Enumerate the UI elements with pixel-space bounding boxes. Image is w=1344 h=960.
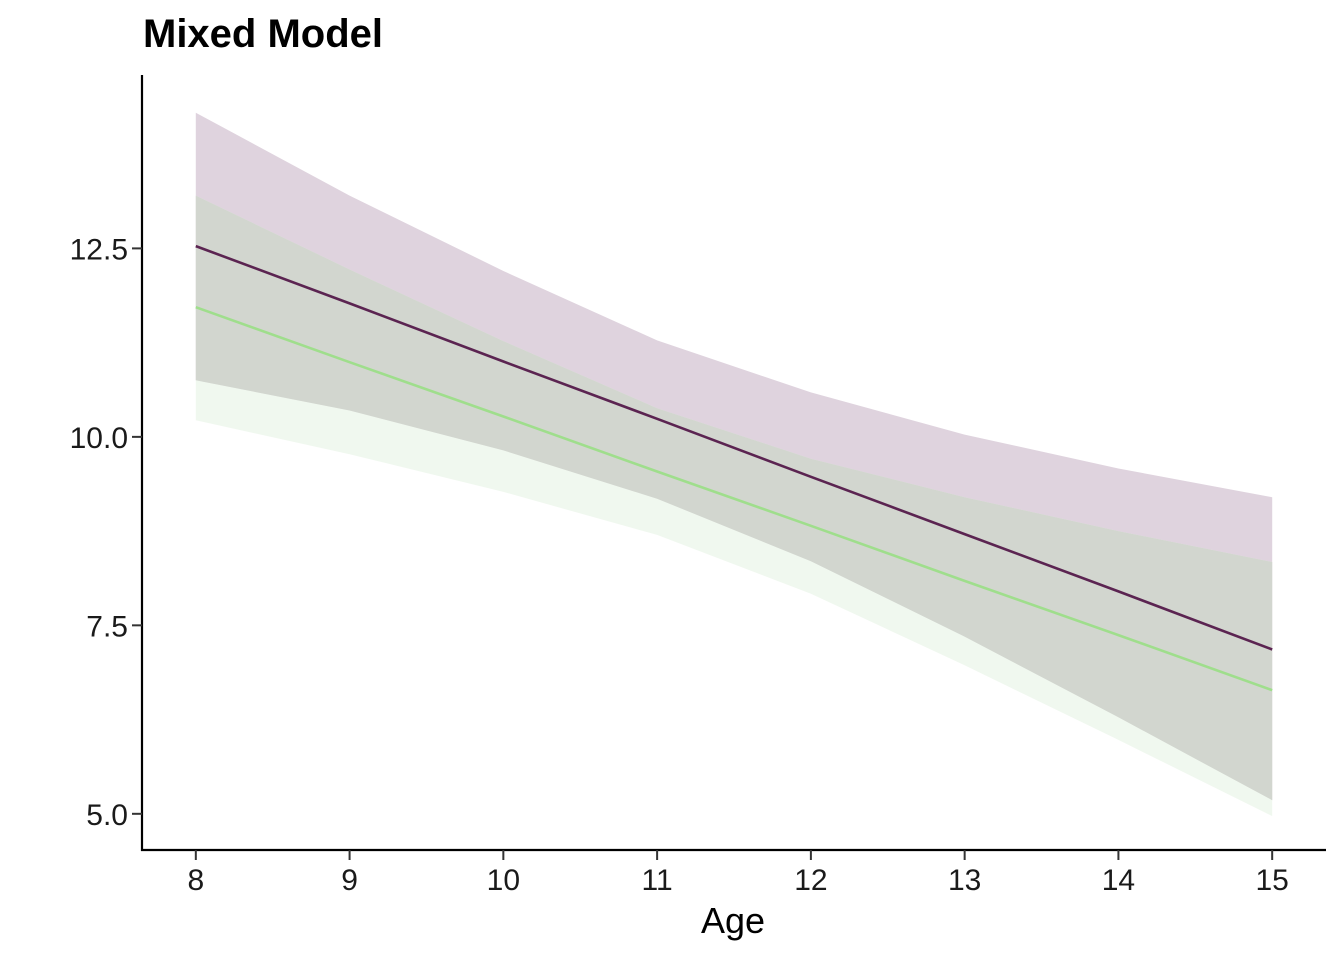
chart-title: Mixed Model: [143, 12, 384, 56]
x-tick-label-8: 8: [187, 864, 204, 897]
y-tick-label-1: 7.5: [86, 610, 128, 643]
y-tick-label-2: 10.0: [70, 422, 128, 455]
x-tick-label-9: 9: [341, 864, 358, 897]
x-tick-label-13: 13: [948, 864, 981, 897]
line-series-1: [195, 244, 1273, 651]
x-tick-label-12: 12: [794, 864, 827, 897]
y-tick-label-0: 5.0: [86, 799, 128, 832]
x-tick-label-11: 11: [642, 864, 673, 897]
y-tick-label-3: 12.5: [70, 233, 128, 266]
x-tick-label-14: 14: [1102, 864, 1135, 897]
x-tick-label-10: 10: [487, 864, 520, 897]
line-series-2: [195, 305, 1273, 692]
x-axis-title: Age: [701, 900, 765, 941]
x-tick-label-15: 15: [1255, 864, 1288, 897]
